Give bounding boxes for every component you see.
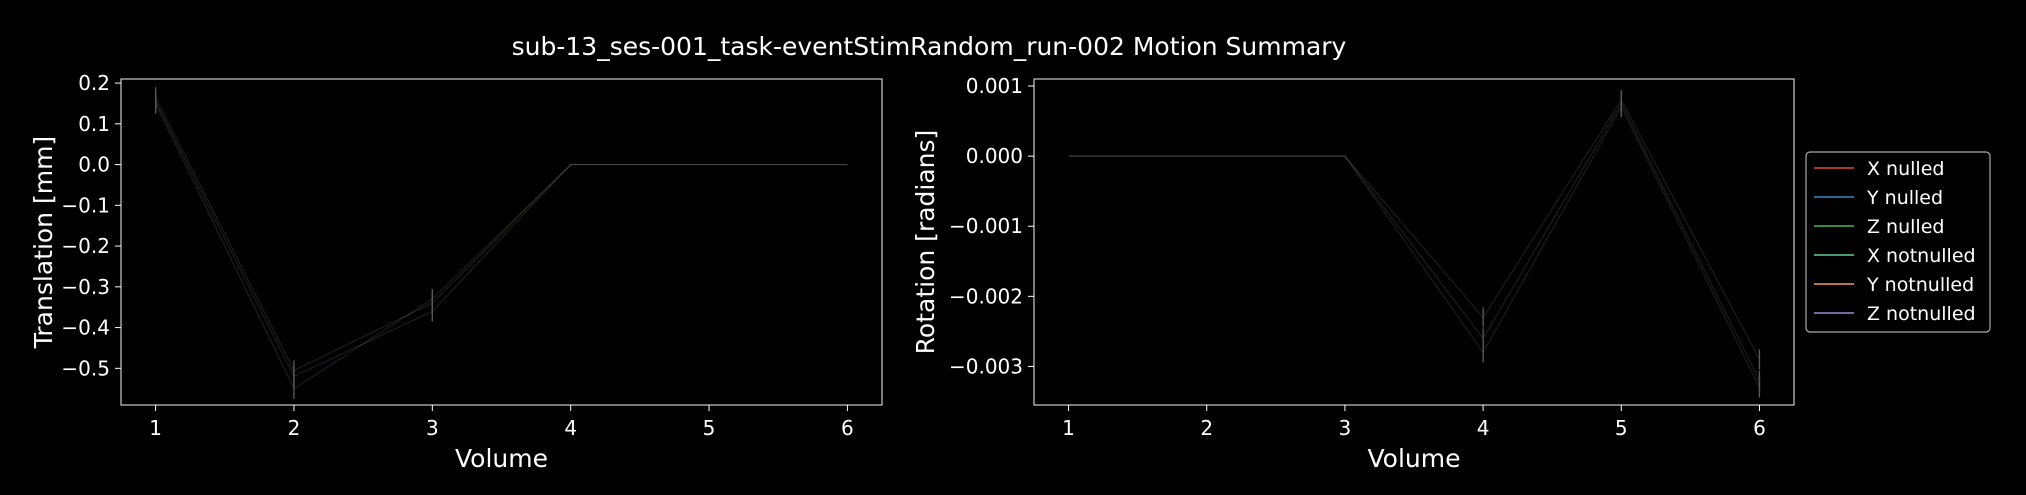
x-tick-label: 4 (1477, 416, 1490, 440)
series-line-z-notnulled (155, 101, 848, 378)
series-line-x-nulled (155, 97, 848, 372)
y-tick-label: 0.001 (966, 74, 1023, 98)
x-tick-label: 4 (564, 416, 577, 440)
x-tick-label: 3 (1339, 416, 1352, 440)
y-tick-label: 0.1 (78, 112, 110, 136)
y-axis-label: Rotation [radians] (911, 130, 940, 355)
legend-entry-label: X notnulled (1867, 245, 1976, 267)
legend: X nulled Y nulled Z nulled X notnulled Y not… (1805, 151, 1991, 333)
x-tick-label: 3 (426, 416, 439, 440)
y-tick-label: −0.2 (61, 234, 110, 258)
legend-entry-label: Y notnulled (1866, 274, 1974, 296)
series-line-y-nulled (155, 103, 848, 390)
x-tick-label: 2 (288, 416, 301, 440)
series-line-x-nulled (1068, 99, 1760, 360)
plot-area (120, 78, 883, 406)
x-tick-label: 5 (703, 416, 716, 440)
plot-area (1033, 78, 1795, 406)
y-tick-label: −0.003 (949, 354, 1023, 378)
legend-entry-label: X nulled (1867, 158, 1944, 180)
y-tick-label: 0.000 (966, 144, 1023, 168)
y-tick-label: 0.2 (78, 71, 110, 95)
y-tick-label: −0.3 (61, 275, 110, 299)
translation-panel: 1 2 3 4 5 6 0.2 0.1 0.0 −0.1 −0.2 −0.3 −0.4 −0.5 Volum… (29, 71, 883, 473)
x-tick-label: 1 (1062, 416, 1075, 440)
figure-title: sub-13_ses-001_task-eventStimRandom_run-… (512, 32, 1347, 61)
x-tick-label: 2 (1200, 416, 1213, 440)
series-line-z-nulled (155, 101, 848, 378)
series-line-z-notnulled (1068, 105, 1760, 388)
series-line-x-notnulled (155, 97, 848, 372)
y-tick-label: −0.001 (949, 214, 1023, 238)
series-line-y-nulled (1068, 102, 1760, 381)
x-axis-label: Volume (455, 444, 548, 473)
y-tick-label: −0.002 (949, 284, 1023, 308)
y-tick-label: −0.4 (61, 316, 110, 340)
rotation-panel: 1 2 3 4 5 6 0.001 0.000 −0.001 −0.002 −0.003 Volume… (911, 74, 1795, 473)
x-axis-label: Volume (1368, 444, 1461, 473)
y-tick-label: −0.1 (61, 193, 110, 217)
series-line-x-notnulled (1068, 99, 1760, 360)
legend-entry-label: Y nulled (1866, 187, 1943, 209)
y-axis-label: Translation [mm] (29, 136, 58, 349)
series-line-y-notnulled (1068, 102, 1760, 381)
series-line-z-nulled (1068, 105, 1760, 388)
y-tick-label: −0.5 (61, 356, 110, 380)
series-line-y-notnulled (155, 103, 848, 390)
x-tick-label: 5 (1615, 416, 1628, 440)
x-tick-label: 6 (841, 416, 854, 440)
legend-entry-label: Z notnulled (1867, 303, 1976, 325)
x-tick-label: 6 (1753, 416, 1766, 440)
x-tick-label: 1 (149, 416, 162, 440)
legend-entry-label: Z nulled (1867, 216, 1944, 238)
y-tick-label: 0.0 (78, 153, 110, 177)
